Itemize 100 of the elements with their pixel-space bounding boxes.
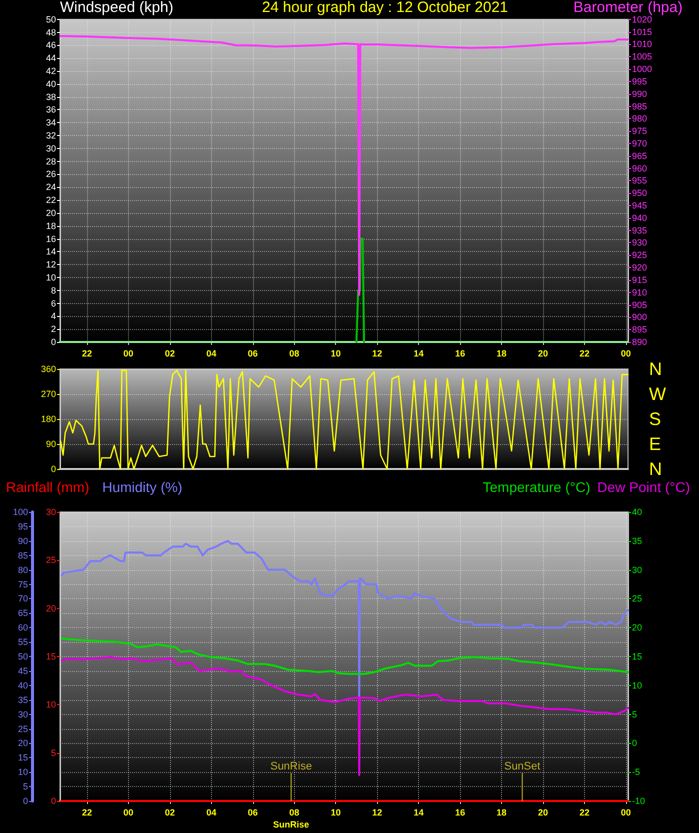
x-tick-label: 14 [414,808,424,818]
y2-tick-label: 1020 [632,14,652,24]
y2-tick-label: 970 [632,138,648,148]
y-tick-label: 55 [18,637,28,648]
y2-tick-label: 15 [632,652,642,662]
x-tick-label: 00 [123,808,134,818]
y2-axis-title: Barometer (hpa) [573,0,683,16]
y-tick-label: 0 [50,464,56,474]
x-tick-label: 22 [579,348,590,358]
y-tick-label: 12 [46,260,56,270]
y-tick-label: 100 [12,507,28,517]
x-tick-label: 06 [248,348,258,358]
y-tick-label: 8 [50,285,56,296]
y-tick-label: 36 [46,104,56,115]
line-series [60,656,629,776]
y2-tick-label: 975 [632,126,648,136]
y-tick-label: 50 [18,652,28,662]
x-tick-label: 18 [496,808,507,818]
y-tick-label: 38 [46,92,56,102]
y2-tick-label: 40 [632,507,642,517]
y-tick-label: 95 [18,521,28,532]
y2-tick-label: 0 [632,738,638,748]
x-tick-label: 00 [620,808,631,818]
text: Humidity (%) [102,479,182,495]
x-tick-label: 00 [123,348,134,358]
y2-tick-label: 900 [632,312,648,322]
text: Rainfall (mm) [6,479,90,495]
x-tick-label: 06 [248,808,258,818]
y-tick-label: 85 [18,550,28,560]
y2-tick-label: 5 [632,709,638,720]
y-tick-label: 90 [18,536,28,546]
y2-tick-label: 985 [632,101,648,112]
y-tick-label: 0 [22,796,28,806]
y-tick-label: 60 [18,622,28,633]
y-tick-label: 18 [46,220,56,231]
y-tick-label: 40 [46,78,56,89]
x-tick-label: 18 [496,348,507,358]
y-tick-label: 90 [46,439,56,449]
y2-tick-label: 965 [632,150,648,161]
y-tick-label: 28 [46,156,56,166]
y-tick-label: 4 [50,311,56,322]
y-tick-label: 30 [18,709,28,720]
y2-tick-label: 20 [632,622,642,633]
y2-tick-label: 915 [632,274,648,285]
y-tick-label: 270 [40,389,56,399]
x-tick-label: 14 [414,348,424,358]
y-tick-label: 180 [40,414,56,424]
line-series [60,370,629,470]
y-tick-label: 10 [18,767,28,778]
y-tick-label: 14 [46,246,56,257]
y2-tick-label: 995 [632,76,648,86]
y-tick-label: 20 [18,738,28,748]
y-tick-label: 30 [46,143,56,154]
text: SunRise [273,820,310,830]
line-series [60,638,629,675]
chart-title: 24 hour graph day : 12 October 2021 [262,0,508,16]
y-tick-label: 40 [18,680,28,690]
y2-tick-label: 10 [632,680,642,690]
y2-tick-label: 955 [632,176,648,186]
y2-tick-label: 950 [632,188,648,198]
x-tick-label: 04 [206,348,216,358]
text: W [649,384,666,404]
x-tick-label: 10 [330,348,341,358]
x-tick-label: 12 [372,808,382,818]
y-tick-label: 24 [46,182,56,192]
y2-tick-label: 1000 [632,64,652,74]
y-tick-label: 65 [18,608,28,618]
ref-line-label: SunSet [504,760,540,772]
y2-tick-label: 35 [632,536,642,546]
x-tick-label: 08 [289,348,300,358]
y2-tick-label: 960 [632,163,648,174]
text: E [649,434,662,454]
y2-tick-label: 920 [632,262,648,273]
y-axis-title: Windspeed (kph) [60,0,174,16]
y-tick-label: 35 [18,694,28,705]
y2-tick-label: 895 [632,324,648,335]
y-tick-label: 2 [50,324,56,334]
y-tick-label: 26 [46,169,56,180]
y2-tick-label: 1010 [632,39,652,50]
y-tick-label: 50 [46,14,56,24]
y-tick-label: 360 [40,364,56,374]
y2-tick-label: 980 [632,114,648,124]
text: N [649,459,662,479]
y2-tick-label: 925 [632,250,648,260]
x-tick-label: 20 [538,348,548,358]
y-tick-label: 80 [18,564,28,575]
y2-tick-label: 1005 [632,52,652,62]
y-tick-label: 6 [50,298,56,308]
line-series [60,540,629,698]
x-tick-label: 04 [206,808,216,818]
y-tick-label: 15 [18,752,28,763]
y2-tick-label: 25 [632,594,642,604]
y-tick-label: 20 [46,208,56,218]
y-tick-label: 32 [46,130,56,141]
y-tick-label: 45 [18,666,28,676]
y-tick-label: 0 [50,337,56,347]
y-tick-label: 25 [18,724,28,734]
x-tick-label: 02 [164,808,175,818]
y-tick-label: 48 [46,27,56,38]
y2-tick-label: 930 [632,238,648,248]
